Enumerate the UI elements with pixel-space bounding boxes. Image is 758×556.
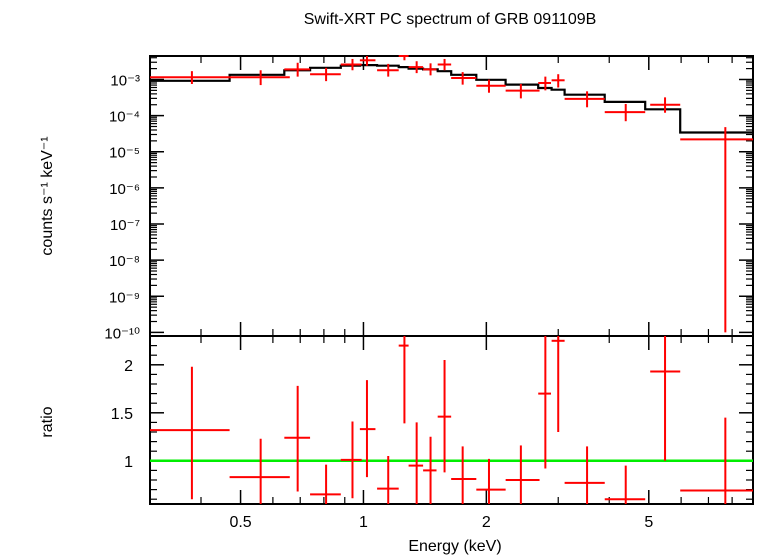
y-tick-label: 10⁻⁵ [109,145,140,162]
ratio-point [437,360,452,473]
y-tick-label: 10⁻⁶ [109,181,140,198]
x-tick-label: 0.5 [229,514,251,531]
x-tick-label: 1 [359,514,368,531]
ratio-point [398,336,409,424]
y-tick-label: 2 [124,358,133,375]
spectrum-y-axis-label: counts s⁻¹ keV⁻¹ [39,136,56,255]
data-point [680,127,753,333]
data-point [650,97,681,113]
ratio-point [650,336,681,461]
spectrum-model-series [150,63,753,134]
ratio-point [229,438,290,504]
ratio-point [680,417,753,504]
data-point [340,58,362,71]
y-tick-label: 10⁻¹⁰ [104,325,140,342]
data-point [310,67,341,82]
y-tick-label: 1.5 [111,406,133,423]
spectrum-y-tick-labels: 10⁻³ 10⁻⁴ 10⁻⁵ 10⁻⁶ 10⁻⁷ 10⁻⁸ 10⁻⁹ 10⁻¹⁰ [104,72,140,342]
ratio-point [340,421,362,499]
data-point [476,79,506,93]
x-axis-label: Energy (keV) [408,538,501,555]
ratio-point [505,445,540,504]
y-tick-label: 10⁻⁸ [109,253,140,270]
ratio-point [551,336,565,432]
data-point [551,74,565,88]
data-point [423,63,437,76]
chart-title: Swift-XRT PC spectrum of GRB 091109B [304,11,597,28]
data-point [538,76,551,91]
ratio-point [604,465,646,504]
y-tick-label: 1 [124,454,133,471]
ratio-point [476,458,506,504]
y-tick-label: 10⁻⁹ [109,289,140,306]
x-tick-label: 5 [644,514,653,531]
spectrum-axis-ticks [149,56,754,336]
data-point [284,62,311,77]
ratio-data-series [150,336,753,504]
ratio-point [377,456,399,504]
y-tick-label: 10⁻⁷ [110,217,140,234]
ratio-y-axis-label: ratio [39,406,56,437]
data-point [377,63,399,77]
ratio-point [310,464,341,504]
ratio-panel-frame [149,335,754,505]
data-point [604,103,646,122]
data-point [564,91,605,108]
model-step-line [150,63,753,134]
data-point [408,61,424,74]
spectrum-data-series [150,55,753,333]
data-point [359,56,376,66]
data-point [505,83,540,99]
ratio-point [359,380,376,478]
y-tick-label: 10⁻⁴ [109,109,140,126]
ratio-point [423,436,437,504]
spectrum-panel: 10⁻³ 10⁻⁴ 10⁻⁵ 10⁻⁶ 10⁻⁷ 10⁻⁸ 10⁻⁹ 10⁻¹⁰ [104,55,754,342]
ratio-panel: 11.52 0.5 1 2 5 [111,335,754,531]
data-point [398,55,409,61]
ratio-point [451,446,477,504]
ratio-point [538,336,551,469]
data-point [437,58,452,71]
x-tick-labels: 0.5 1 2 5 [229,514,653,531]
data-point [229,70,290,86]
ratio-point [284,385,311,492]
data-point [451,72,477,85]
data-point [150,71,230,84]
ratio-point [564,446,605,504]
ratio-point [408,422,424,504]
spectrum-panel-frame [149,55,754,337]
ratio-point [150,366,230,500]
ratio-y-tick-labels: 11.52 [111,358,133,471]
y-tick-label: 10⁻³ [110,72,140,89]
x-tick-label: 2 [482,514,491,531]
